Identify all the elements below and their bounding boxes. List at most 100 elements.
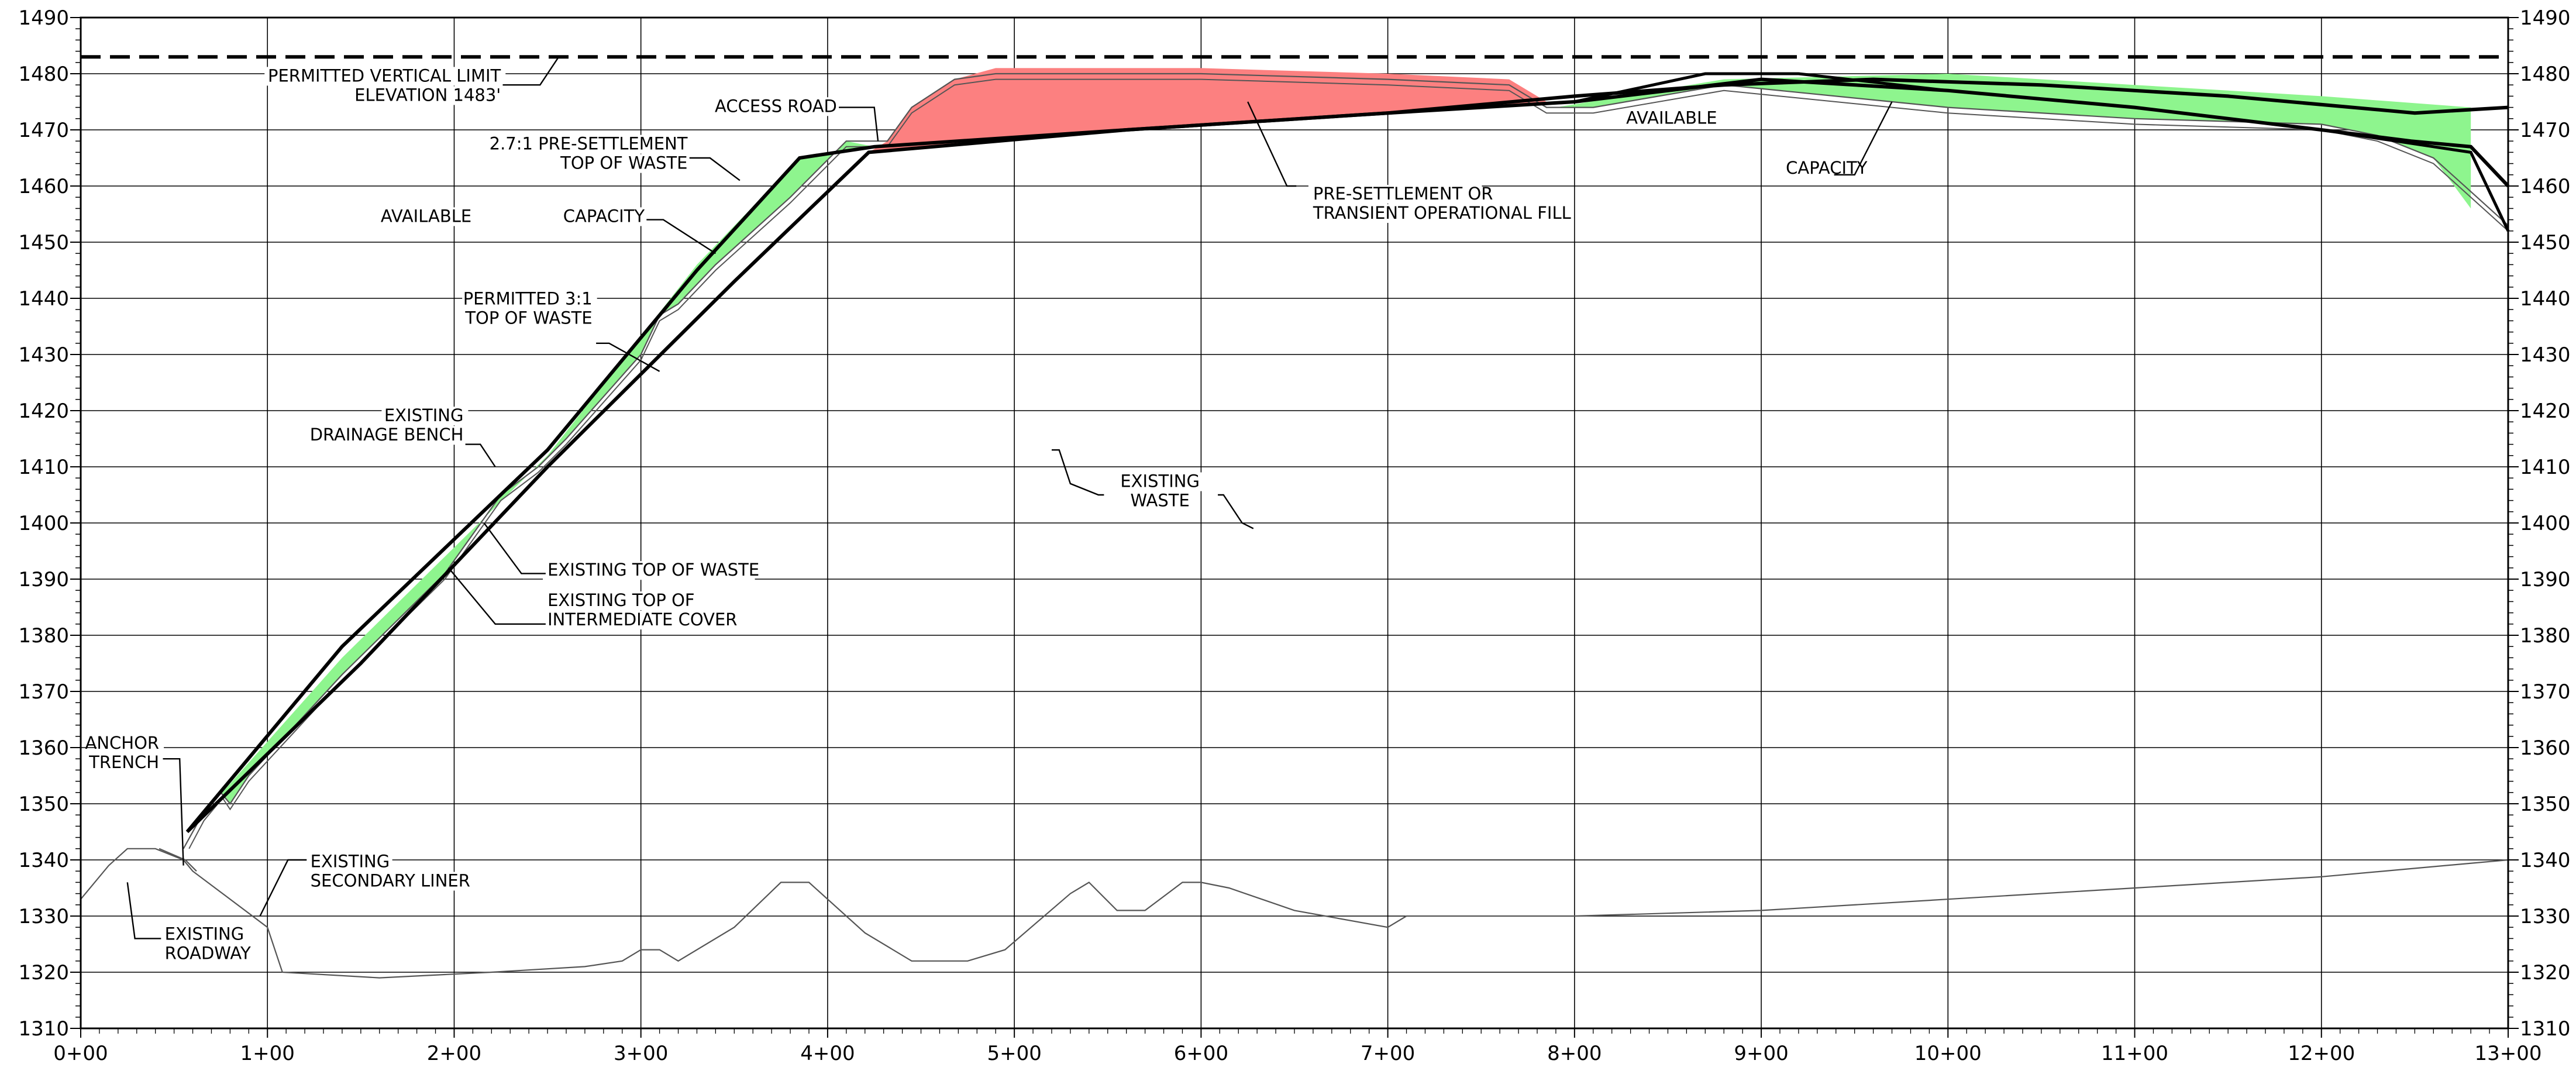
x-tick-label: 3+00	[614, 1042, 668, 1065]
annotation-background	[97, 753, 164, 772]
y-tick-label-right: 1420	[2520, 400, 2571, 423]
x-tick-label: 8+00	[1547, 1042, 1602, 1065]
leader-line	[163, 758, 184, 866]
y-tick-label-right: 1310	[2520, 1017, 2571, 1041]
annotation-text-line: EXISTING	[165, 924, 244, 944]
x-tick-label: 4+00	[800, 1042, 855, 1065]
y-tick-label-left: 1340	[18, 849, 69, 872]
x-tick-label: 7+00	[1361, 1042, 1415, 1065]
annotation-text-line: EXISTING	[384, 405, 464, 425]
annotation-text-line: INTERMEDIATE COVER	[547, 610, 737, 629]
annotation-text-line: PERMITTED 3:1	[463, 289, 593, 309]
y-tick-label-right: 1340	[2520, 849, 2571, 872]
existing-ground-line	[80, 848, 2509, 979]
y-tick-label-left: 1360	[18, 736, 69, 760]
y-tick-label-left: 1480	[18, 63, 69, 86]
y-tick-label-right: 1400	[2520, 512, 2571, 535]
y-tick-label-right: 1460	[2520, 175, 2571, 198]
annotation-background	[1117, 472, 1204, 491]
y-tick-label-right: 1440	[2520, 287, 2571, 311]
permitted-3to1-top-line	[185, 77, 2509, 834]
annotation-existing-top-of-waste: EXISTING TOP OF WASTE	[483, 522, 759, 580]
secondary-liner-line	[159, 848, 197, 872]
available-capacity-area-right	[1555, 74, 2471, 209]
leader-line	[259, 859, 307, 917]
y-tick-label-right: 1350	[2520, 793, 2571, 816]
x-tick-label: 5+00	[987, 1042, 1041, 1065]
y-tick-label-left: 1310	[18, 1017, 69, 1041]
annotation-background	[1623, 109, 1720, 128]
annotation-background	[563, 207, 650, 226]
annotation-text-line: ANCHOR	[85, 733, 159, 753]
annotation-background	[1308, 204, 1569, 223]
y-tick-label-right: 1450	[2520, 231, 2571, 254]
y-tick-label-left: 1460	[18, 175, 69, 198]
annotation-background	[567, 154, 693, 173]
leader-line	[689, 157, 741, 181]
y-tick-label-right: 1320	[2520, 961, 2571, 984]
y-tick-label-left: 1400	[18, 512, 69, 535]
annotation-background	[97, 734, 164, 753]
annotation-text-line: TOP OF WASTE	[464, 308, 592, 328]
annotation-capacity-left: CAPACITY	[563, 206, 717, 254]
annotation-text-line: CAPACITY	[563, 206, 645, 226]
annotation-background	[264, 67, 506, 86]
x-tick-label: 12+00	[2288, 1042, 2355, 1065]
annotation-background	[381, 407, 469, 426]
leader-line	[596, 342, 660, 372]
annotation-background	[1131, 491, 1189, 511]
annotation-text-line: ACCESS ROAD	[715, 96, 837, 116]
y-tick-label-right: 1410	[2520, 456, 2571, 479]
annotation-background	[462, 290, 597, 309]
y-tick-label-right: 1360	[2520, 736, 2571, 760]
annotation-background	[378, 207, 474, 226]
annotation-capacity-right: CAPACITY	[1783, 101, 1893, 178]
y-tick-label-left: 1390	[18, 568, 69, 591]
leader-line	[465, 443, 496, 467]
y-tick-label-right: 1480	[2520, 63, 2571, 86]
y-tick-label-right: 1430	[2520, 343, 2571, 367]
y-tick-label-left: 1370	[18, 680, 69, 704]
y-tick-label-left: 1450	[18, 231, 69, 254]
x-tick-label: 13+00	[2474, 1042, 2541, 1065]
annotation-text-line: EXISTING TOP OF	[547, 590, 695, 610]
annotation-background	[543, 561, 755, 580]
x-tick-label: 0+00	[53, 1042, 108, 1065]
annotation-background	[305, 852, 392, 872]
annotation-text-line: TRANSIENT OPERATIONAL FILL	[1313, 203, 1571, 223]
annotation-background	[543, 611, 726, 630]
y-tick-label-left: 1330	[18, 905, 69, 928]
y-tick-label-right: 1390	[2520, 568, 2571, 591]
annotation-text-line: 2.7:1 PRE-SETTLEMENT	[490, 134, 688, 154]
annotation-text-line: ELEVATION 1483'	[354, 85, 501, 105]
annotation-text-line: AVAILABLE	[381, 206, 471, 226]
y-tick-label-left: 1320	[18, 961, 69, 984]
annotation-background	[490, 135, 693, 154]
leader-line	[502, 56, 560, 86]
y-tick-label-right: 1470	[2520, 119, 2571, 142]
axis-ticks: 1310 1310 1320 1320 1330 1330 1340 1340 1350 1350…	[18, 6, 2570, 1065]
x-tick-label: 11+00	[2101, 1042, 2168, 1065]
y-tick-label-left: 1470	[18, 119, 69, 142]
fill-regions	[187, 68, 2471, 832]
leader-line	[839, 106, 879, 142]
leader-line	[126, 882, 161, 939]
x-tick-label: 9+00	[1734, 1042, 1788, 1065]
y-tick-label-left: 1420	[18, 400, 69, 423]
y-tick-label-left: 1490	[18, 6, 69, 30]
annotation-text-line: EXISTING	[311, 851, 390, 871]
annotation-text-line: DRAINAGE BENCH	[310, 425, 464, 445]
annotation-text-line: PERMITTED VERTICAL LIMIT	[268, 66, 501, 85]
annotation-background	[471, 309, 597, 328]
y-tick-label-left: 1410	[18, 456, 69, 479]
annotation-background	[351, 86, 506, 105]
leader-line	[1834, 101, 1893, 175]
